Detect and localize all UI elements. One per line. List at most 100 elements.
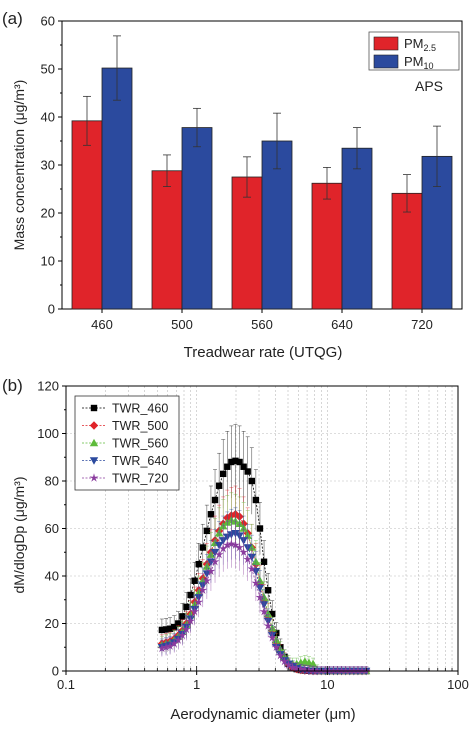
panel-a-bars [71,35,453,310]
error-bar-pm10-560 [273,112,281,170]
data-point [267,633,277,642]
data-point [263,621,273,630]
x-tick-label-0.1: 0.1 [57,677,75,692]
data-point [198,585,208,595]
data-point [195,560,202,568]
legend-label-4: TWR_720 [112,472,168,486]
x-tick-label-720: 720 [411,317,433,332]
y-tick-label-50: 50 [41,62,55,77]
data-point [256,525,264,532]
data-point [240,463,247,470]
data-point [203,527,211,535]
data-point [173,635,183,644]
bar-pm25-640 [311,182,343,310]
data-point [165,641,175,650]
x-tick-label-500: 500 [171,317,193,332]
data-point [179,613,186,620]
data-point [211,496,219,504]
data-point [199,544,206,551]
legend-name: PM [404,36,424,51]
bar-pm25-460 [71,120,103,310]
legend-marker-0 [90,404,98,412]
data-point [190,606,200,616]
error-bar-pm25-560 [243,156,251,198]
data-point [300,665,310,674]
data-point [186,616,196,625]
error-bar-pm25-460 [83,95,91,146]
x-tick-label-100: 100 [447,677,469,692]
panel-b-legend: TWR_460 TWR_500 TWR_560 TWR_640 TWR_720 [74,395,180,491]
panel-a-label: (a) [2,9,23,28]
x-tick-label-560: 560 [251,317,273,332]
data-point [279,656,289,666]
legend-label-0: TWR_460 [112,402,168,416]
data-point [271,642,281,652]
data-point [275,650,285,660]
y-tick-label-120: 120 [37,379,59,394]
data-point [181,624,191,634]
panel-a-xlabel: Treadwear rate (UTQG) [184,344,343,361]
data-point [230,540,240,549]
data-point [215,482,223,489]
data-point [251,578,261,587]
panel-b-xlabel: Aerodynamic diameter (μm) [170,706,355,723]
y-tick-label-40: 40 [41,110,55,125]
data-point [202,576,212,585]
data-point [191,577,198,584]
panel-a-annotation: APS [415,78,443,94]
bar-pm25-720 [391,192,423,310]
bar-pm10-640 [341,147,373,310]
data-point [232,457,239,465]
legend-label-1: TWR_500 [112,419,168,433]
legend-marker-4 [89,473,99,482]
data-point [226,539,236,548]
y-tick-label-100: 100 [37,426,59,441]
data-point [162,626,170,633]
y-tick-label-30: 30 [41,158,55,173]
error-bar-pm25-640 [323,166,331,200]
panel-a-ylabel: Mass concentration (μg/m³) [11,80,27,251]
panel-b-label: (b) [2,376,23,395]
bar-pm10-500 [181,127,213,310]
y-tick-label-0: 0 [48,302,55,317]
data-point [161,642,171,652]
data-point [247,564,257,573]
data-point [243,554,253,564]
data-point [248,477,255,485]
legend-label-2: TWR_560 [112,437,168,451]
legend-swatch-1 [373,54,399,69]
data-point [175,620,182,627]
y-tick-label-20: 20 [45,616,59,631]
legend-subscript: 2.5 [424,43,437,53]
legend-label-3: TWR_640 [112,454,168,468]
y-tick-label-0: 0 [52,664,59,679]
data-point [244,468,251,475]
data-point [183,603,190,611]
bar-pm10-460 [101,67,133,310]
error-bar-pm10-500 [193,107,201,148]
y-tick-label-80: 80 [45,474,59,489]
panel-a: (a) 460 500 560 640 720 0 10 20 30 40 50 60 Treadwe… [2,9,463,361]
x-tick-label-640: 640 [331,317,353,332]
y-tick-label-60: 60 [45,521,59,536]
data-point [207,511,215,518]
data-point [158,626,166,634]
legend-marker-1 [89,421,99,430]
legend-swatch-0 [373,36,399,51]
panel-b-axes: 0 20 40 60 80 100 120 0.1 1 10 100 [37,379,469,693]
legend-marker-2 [89,438,99,447]
error-bar-pm10-460 [113,35,121,101]
data-point [269,610,276,618]
data-point [284,660,294,669]
data-point [194,597,204,606]
data-point [260,558,268,565]
data-point [210,557,220,566]
legend-subscript: 10 [424,61,434,71]
data-point [177,630,187,640]
legend-label-0: PM2.5 [404,36,436,53]
error-bar-pm25-720 [403,174,411,213]
data-point [187,591,194,599]
data-point [239,547,249,557]
data-point [288,662,298,672]
